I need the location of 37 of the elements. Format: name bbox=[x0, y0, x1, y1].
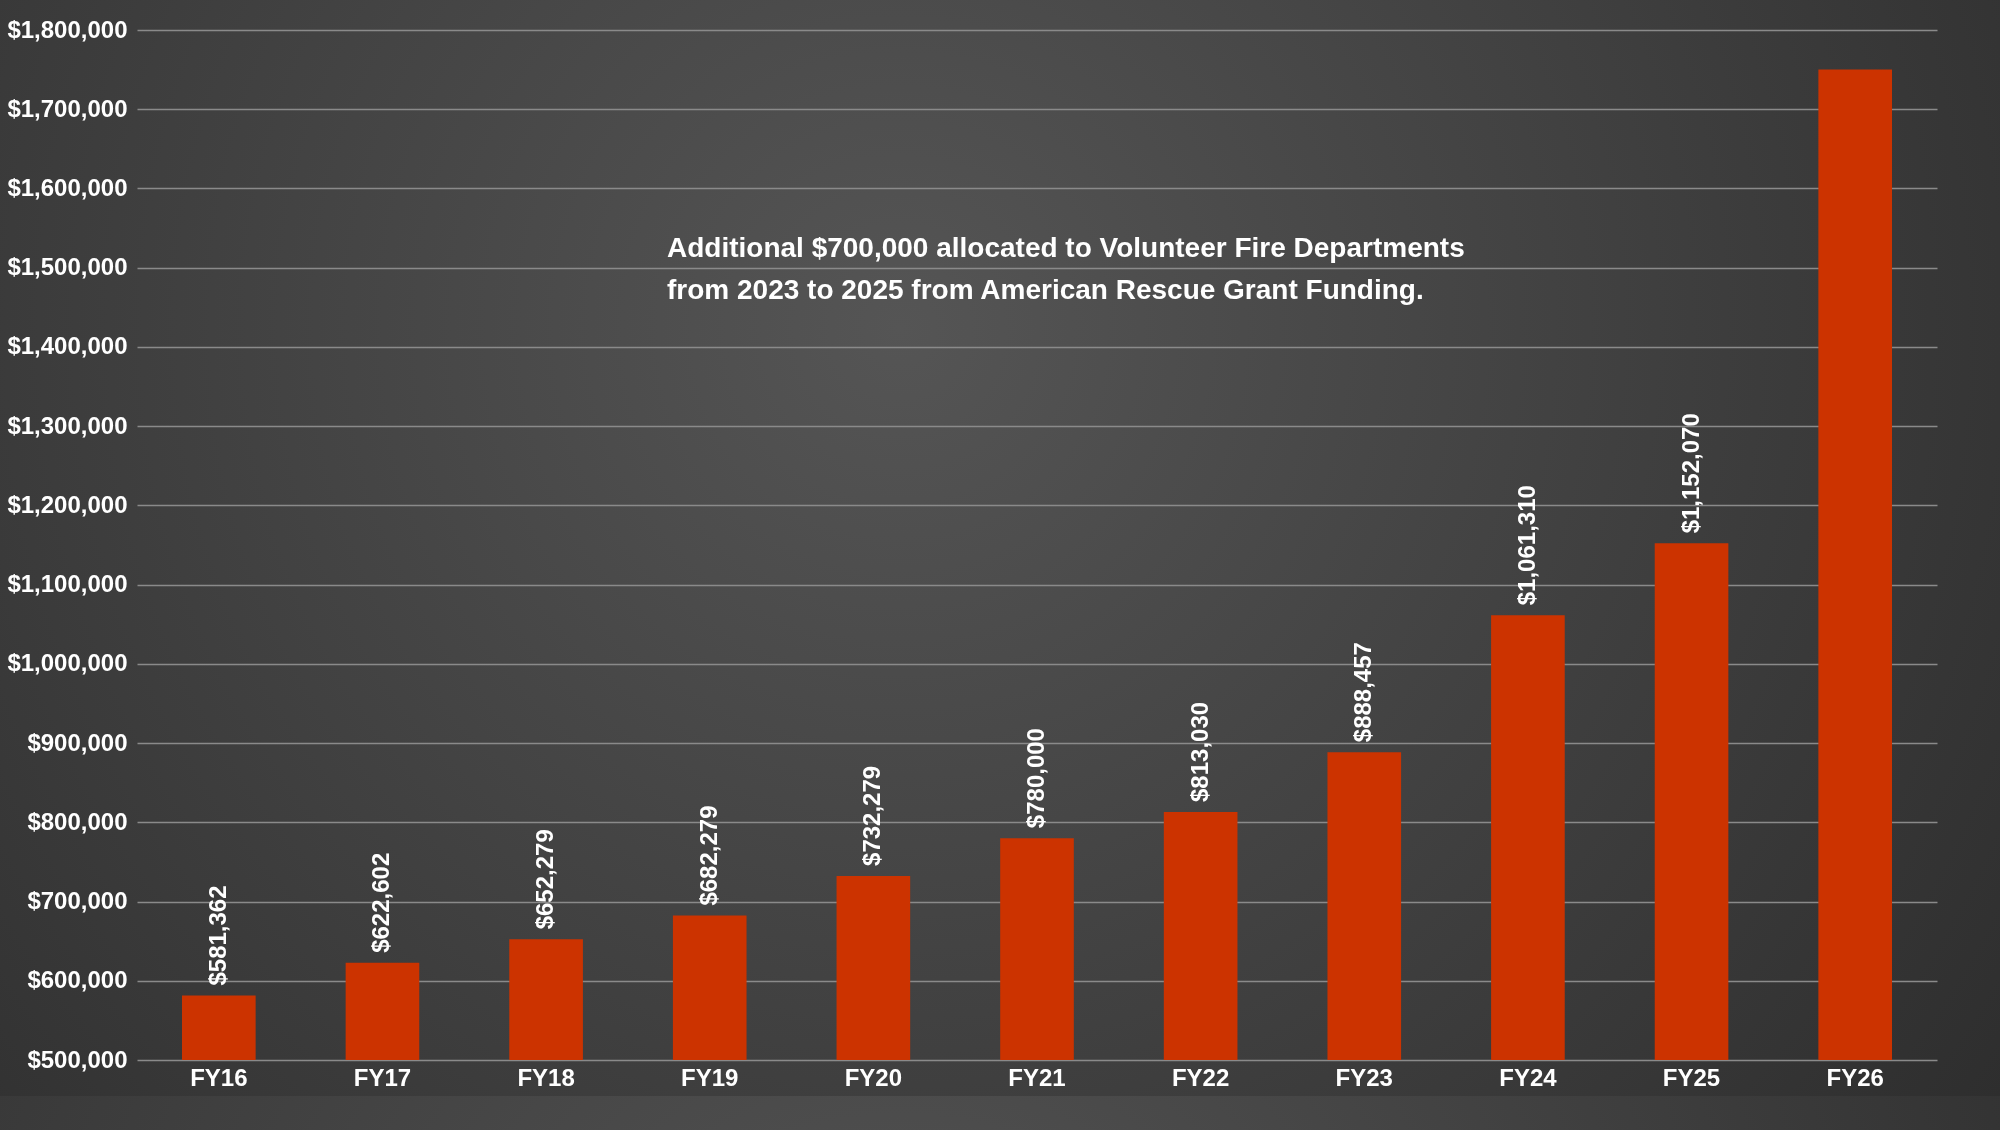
y-tick-label: $1,500,000 bbox=[7, 253, 128, 281]
data-label: $888,457 bbox=[1349, 642, 1377, 743]
data-label: $1,061,310 bbox=[1512, 485, 1540, 606]
data-label: $780,000 bbox=[1022, 728, 1049, 829]
y-tick-label: $900,000 bbox=[27, 728, 128, 756]
data-label: $1,152,070 bbox=[1676, 413, 1704, 534]
data-label: $581,362 bbox=[203, 885, 231, 986]
y-tick-label: $1,000,000 bbox=[7, 649, 128, 677]
y-tick-label: $1,100,000 bbox=[7, 570, 128, 598]
data-label: $622,602 bbox=[367, 852, 395, 953]
data-label: $682,279 bbox=[694, 805, 722, 906]
x-tick-label: FY26 bbox=[1826, 1063, 1884, 1091]
data-label: $732,279 bbox=[858, 765, 886, 866]
x-tick-label: FY24 bbox=[1499, 1063, 1558, 1091]
x-tick-label: FY18 bbox=[517, 1063, 575, 1091]
y-tick-label: $1,200,000 bbox=[7, 490, 128, 518]
annotation: Additional $700,000 allocated to Volunteer Fire Departments bbox=[667, 232, 1465, 263]
x-tick-label: FY19 bbox=[681, 1063, 739, 1091]
x-tick-label: FY20 bbox=[844, 1063, 903, 1091]
y-tick-label: $600,000 bbox=[27, 966, 128, 994]
annotation: from 2023 to 2025 from American Rescue Grant Funding. bbox=[667, 274, 1424, 305]
x-tick-label: FY25 bbox=[1662, 1063, 1721, 1091]
y-tick-label: $500,000 bbox=[27, 1045, 128, 1073]
data-label: $813,030 bbox=[1185, 701, 1213, 802]
y-tick-label: $1,800,000 bbox=[7, 15, 128, 43]
data-label: $652,279 bbox=[531, 829, 559, 930]
x-tick-label: FY21 bbox=[1008, 1063, 1066, 1091]
y-tick-label: $1,400,000 bbox=[7, 332, 128, 360]
y-tick-label: $1,300,000 bbox=[7, 411, 128, 439]
x-tick-label: FY17 bbox=[353, 1063, 412, 1091]
y-tick-label: $1,700,000 bbox=[7, 94, 128, 122]
x-tick-label: FY23 bbox=[1335, 1063, 1393, 1091]
x-tick-label: FY22 bbox=[1171, 1063, 1230, 1091]
y-tick-label: $1,600,000 bbox=[7, 173, 128, 201]
y-tick-label: $800,000 bbox=[27, 807, 128, 835]
x-tick-label: FY16 bbox=[190, 1063, 248, 1091]
y-tick-label: $700,000 bbox=[27, 887, 128, 915]
